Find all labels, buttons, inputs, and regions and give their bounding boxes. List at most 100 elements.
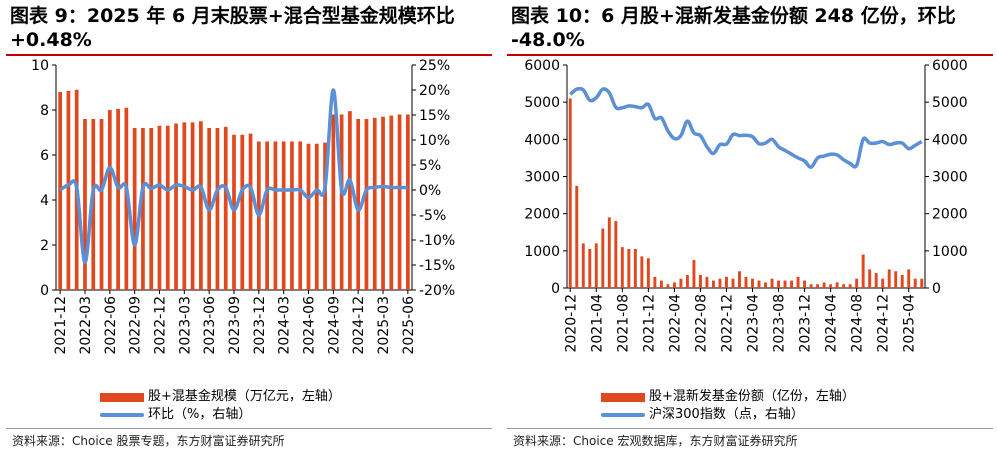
x-tick-label: 2021-08 bbox=[615, 294, 631, 353]
bar bbox=[331, 114, 336, 290]
legend-swatch-line bbox=[601, 413, 645, 417]
y-left-tick-label: 0 bbox=[551, 281, 560, 297]
legend-item-line: 沪深300指数（点，右轴） bbox=[601, 406, 855, 424]
chart-new-fund-shares: 0 1000 2000 3000 4000 5000 6000 0 1000 2000 3000 40… bbox=[524, 58, 968, 353]
x-tick-label: 2021-12 bbox=[53, 296, 69, 355]
bar bbox=[900, 274, 904, 288]
bar bbox=[149, 128, 154, 290]
x-tick-label: 2022-12 bbox=[152, 296, 168, 355]
bar bbox=[659, 280, 663, 288]
title-divider bbox=[6, 54, 492, 56]
bar bbox=[124, 107, 129, 290]
chart-panel-new-fund-shares: 图表 10：6 月股+混新发基金份额 248 亿份，环比 -48.0% 0 100… bbox=[505, 0, 995, 453]
bar bbox=[132, 128, 137, 290]
x-tick-label: 2022-12 bbox=[719, 294, 735, 353]
bar bbox=[711, 280, 715, 288]
bar bbox=[718, 278, 722, 288]
bar bbox=[835, 282, 839, 288]
x-tick-label: 2021-04 bbox=[589, 294, 605, 353]
bar bbox=[881, 278, 885, 288]
bar bbox=[314, 143, 319, 290]
y-right-tick-label: 4000 bbox=[932, 132, 968, 148]
y-right-tick-label: 20% bbox=[419, 83, 450, 99]
bar bbox=[223, 126, 228, 290]
bar bbox=[273, 141, 278, 290]
x-tick-label: 2024-04 bbox=[824, 294, 840, 353]
y-right-tick-label: 0 bbox=[932, 281, 941, 297]
legend-label-bar: 股+混新发基金份额（亿份，左轴） bbox=[649, 389, 855, 404]
bar bbox=[66, 90, 71, 290]
figure-title-text: 6 月股+混新发基金份额 248 亿份，环比 -48.0% bbox=[511, 5, 956, 51]
chart-legend: 股+混新发基金份额（亿份，左轴） 沪深300指数（点，右轴） bbox=[601, 388, 855, 424]
x-tick-label: 2025-06 bbox=[401, 296, 417, 355]
bar bbox=[298, 141, 303, 290]
y-right-tick-label: -5% bbox=[419, 208, 446, 224]
bar bbox=[348, 111, 352, 290]
x-tick-label: 2024-12 bbox=[351, 296, 367, 355]
y-right-tick-label: 15% bbox=[419, 108, 450, 124]
figure-number: 图表 9： bbox=[10, 5, 87, 27]
bar bbox=[770, 278, 774, 288]
x-tick-label: 2023-12 bbox=[798, 294, 814, 353]
bar bbox=[685, 274, 689, 288]
bar bbox=[339, 114, 344, 290]
bar bbox=[913, 278, 917, 288]
legend-item-bar: 股+混新发基金份额（亿份，左轴） bbox=[601, 388, 855, 406]
bar bbox=[764, 282, 767, 288]
x-tick-label: 2022-04 bbox=[667, 294, 683, 353]
bar bbox=[705, 276, 709, 288]
y-left-tick-label: 4000 bbox=[524, 132, 560, 148]
bar bbox=[757, 280, 761, 288]
x-tick-label: 2024-03 bbox=[277, 296, 293, 355]
x-tick-label: 2023-04 bbox=[746, 294, 762, 353]
bar bbox=[894, 271, 898, 288]
bar bbox=[646, 258, 650, 288]
y-left-tick-label: 1000 bbox=[524, 244, 560, 260]
figure-title-text: 2025 年 6 月末股票+混合型基金规模环比 +0.48% bbox=[10, 5, 455, 51]
bar bbox=[405, 114, 410, 290]
bar bbox=[829, 284, 833, 288]
bar bbox=[107, 110, 112, 290]
bar bbox=[672, 282, 676, 288]
series-line bbox=[59, 88, 408, 265]
x-tick-label: 2023-03 bbox=[177, 296, 193, 355]
x-tick-label: 2024-12 bbox=[876, 294, 892, 353]
bar bbox=[887, 269, 891, 288]
bar bbox=[907, 269, 911, 288]
x-tick-label: 2024-08 bbox=[850, 294, 866, 353]
legend-label-bar: 股+混基金规模（万亿元，左轴） bbox=[148, 389, 341, 404]
bar bbox=[744, 276, 748, 288]
figure-number: 图表 10： bbox=[511, 5, 602, 27]
y-left-tick-label: 2 bbox=[40, 238, 49, 254]
bar bbox=[803, 280, 807, 288]
source-note: 资料来源：Choice 宏观数据库，东方财富证券研究所 bbox=[513, 434, 798, 448]
bar bbox=[738, 271, 741, 288]
y-left-tick-label: 10 bbox=[31, 58, 49, 74]
bar bbox=[816, 284, 820, 288]
bar bbox=[842, 284, 846, 288]
y-right-tick-label: 2000 bbox=[932, 207, 968, 223]
bar bbox=[199, 121, 203, 290]
figure-title: 图表 10：6 月股+混新发基金份额 248 亿份，环比 -48.0% bbox=[511, 4, 991, 52]
y-left-tick-label: 3000 bbox=[524, 170, 560, 186]
y-right-tick-label: 6000 bbox=[932, 58, 968, 74]
y-left-tick-label: 6000 bbox=[524, 58, 560, 74]
x-tick-label: 2024-06 bbox=[302, 296, 318, 355]
bar bbox=[790, 280, 794, 288]
bar bbox=[157, 125, 162, 290]
bar bbox=[568, 98, 572, 288]
x-tick-label: 2022-06 bbox=[103, 296, 119, 355]
y-right-tick-label: 5000 bbox=[932, 95, 968, 111]
title-divider bbox=[507, 54, 993, 56]
x-tick-label: 2024-09 bbox=[326, 296, 342, 355]
bar bbox=[725, 276, 728, 288]
bar bbox=[290, 141, 294, 290]
x-tick-label: 2023-08 bbox=[772, 294, 788, 353]
x-tick-label: 2023-09 bbox=[227, 296, 243, 355]
legend-swatch-bar bbox=[601, 392, 645, 402]
bar bbox=[868, 269, 872, 288]
legend-item-bar: 股+混基金规模（万亿元，左轴） bbox=[100, 388, 341, 406]
bar bbox=[751, 278, 754, 288]
bar bbox=[141, 128, 145, 290]
bar bbox=[653, 276, 657, 288]
